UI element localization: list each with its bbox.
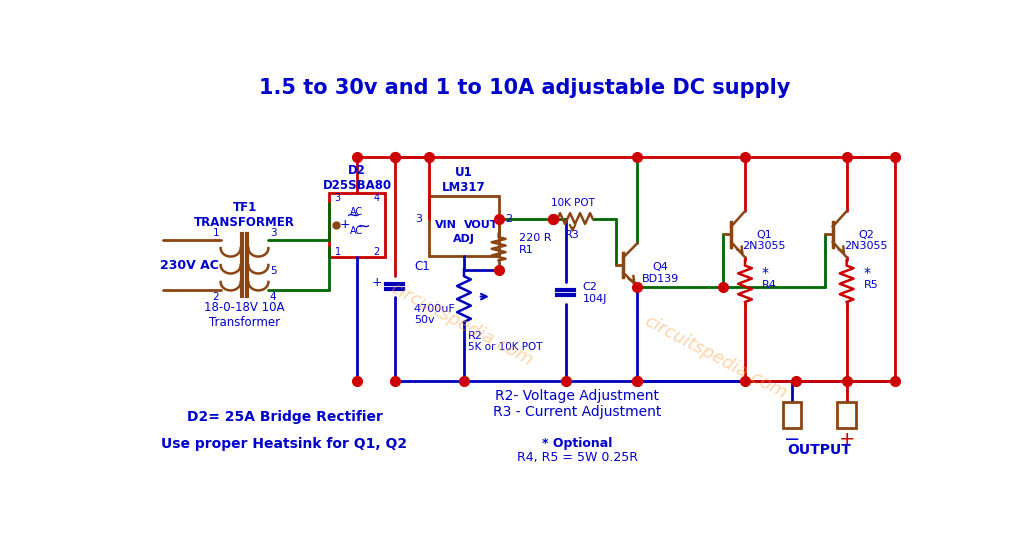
Text: 2: 2 <box>506 213 513 223</box>
Bar <box>838 402 856 428</box>
Text: ADJ: ADJ <box>453 234 475 244</box>
Text: R1: R1 <box>518 245 534 255</box>
Text: circuitspedia.com: circuitspedia.com <box>641 312 791 403</box>
Text: C1: C1 <box>414 260 430 273</box>
Text: R2- Voltage Adjustment
R3 - Current Adjustment: R2- Voltage Adjustment R3 - Current Adju… <box>493 389 662 419</box>
Text: C2
104J: C2 104J <box>583 282 607 304</box>
Text: 220 R: 220 R <box>518 233 551 243</box>
Text: 3: 3 <box>270 228 276 238</box>
Text: 5: 5 <box>270 266 276 276</box>
Text: R5: R5 <box>863 280 879 290</box>
Text: 3: 3 <box>416 213 422 223</box>
Text: −: − <box>783 430 800 448</box>
Text: 4: 4 <box>373 193 379 203</box>
Bar <box>782 402 801 428</box>
Text: Use proper Heatsink for Q1, Q2: Use proper Heatsink for Q1, Q2 <box>162 437 408 451</box>
Text: R3: R3 <box>565 231 580 241</box>
Text: VOUT: VOUT <box>465 220 499 229</box>
Text: 3: 3 <box>335 193 341 203</box>
Text: R4: R4 <box>762 280 777 290</box>
Text: +: + <box>839 430 855 448</box>
Text: *: * <box>762 267 769 280</box>
Text: OUTPUT: OUTPUT <box>787 443 851 457</box>
Text: circuitspedia.com: circuitspedia.com <box>387 279 536 369</box>
Bar <box>330 194 385 257</box>
Text: D2
D25SBA80: D2 D25SBA80 <box>323 164 391 192</box>
Text: D2= 25A Bridge Rectifier: D2= 25A Bridge Rectifier <box>186 410 383 424</box>
Text: R2: R2 <box>468 331 482 341</box>
Text: 1.5 to 30v and 1 to 10A adjustable DC supply: 1.5 to 30v and 1 to 10A adjustable DC su… <box>259 78 791 98</box>
Text: TF1
TRANSFORMER: TF1 TRANSFORMER <box>195 201 295 229</box>
Text: Q2
2N3055: Q2 2N3055 <box>844 229 888 251</box>
Text: U1
LM317: U1 LM317 <box>442 166 485 194</box>
Text: AC: AC <box>350 207 364 217</box>
Text: 4: 4 <box>270 291 276 301</box>
Text: 2: 2 <box>373 247 379 257</box>
Text: Q1
2N3055: Q1 2N3055 <box>742 229 786 251</box>
Text: * Optional: * Optional <box>542 437 612 450</box>
Text: +: + <box>340 218 350 232</box>
Text: 4700uF
50v: 4700uF 50v <box>414 304 456 325</box>
Text: +: + <box>372 276 382 289</box>
Text: 5K or 10K POT: 5K or 10K POT <box>468 342 543 352</box>
Text: 1: 1 <box>335 247 341 257</box>
Text: Q4
BD139: Q4 BD139 <box>642 262 679 284</box>
Text: ~: ~ <box>355 217 371 236</box>
Text: VIN: VIN <box>435 220 457 229</box>
Text: R4, R5 = 5W 0.25R: R4, R5 = 5W 0.25R <box>517 451 638 464</box>
Text: *: * <box>863 267 870 280</box>
Text: ~: ~ <box>345 207 359 225</box>
Bar <box>429 196 499 256</box>
Text: 2: 2 <box>213 291 219 301</box>
Text: 1: 1 <box>213 228 219 238</box>
Text: 230V AC: 230V AC <box>160 258 219 272</box>
Text: AC: AC <box>350 226 364 236</box>
Text: 18-0-18V 10A
Transformer: 18-0-18V 10A Transformer <box>204 301 285 329</box>
Text: 10K POT: 10K POT <box>551 198 595 208</box>
